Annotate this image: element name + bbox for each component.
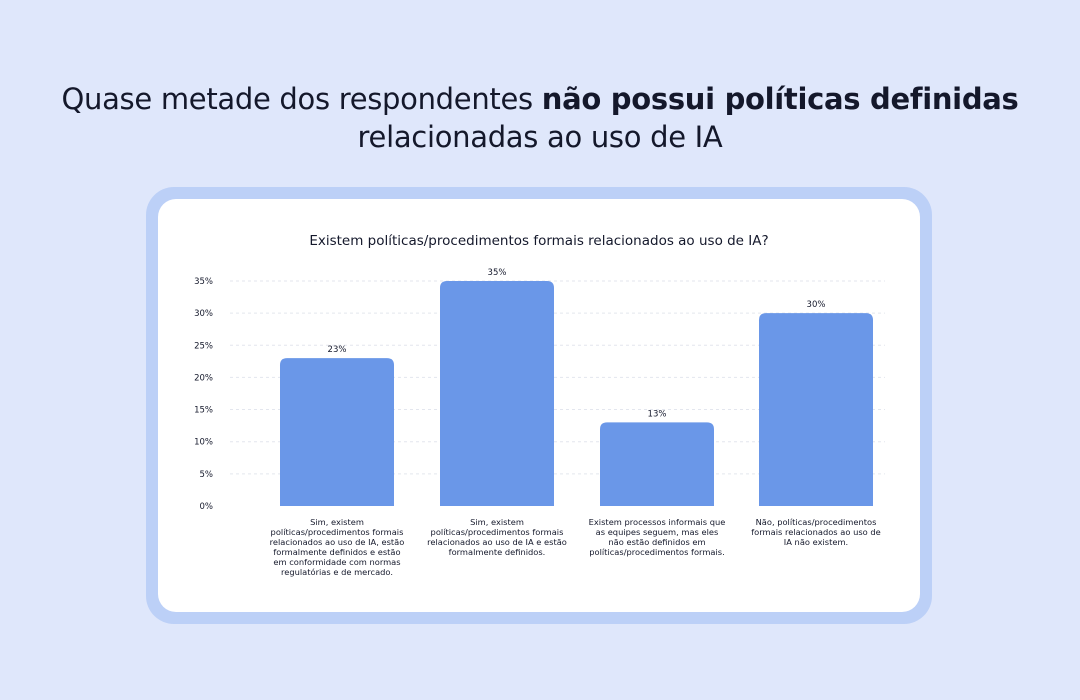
- y-tick-label: 35%: [194, 277, 213, 287]
- headline-bold: não possui políticas definidas: [541, 82, 1019, 116]
- headline-text-end: relacionadas ao uso de IA: [357, 120, 723, 154]
- data-label: 30%: [807, 300, 826, 310]
- chart-title: Existem políticas/procedimentos formais …: [309, 233, 769, 249]
- y-tick-label: 5%: [200, 470, 214, 480]
- bar: [280, 358, 394, 506]
- bar: [440, 280, 554, 506]
- headline-text: Quase metade dos respondentes: [61, 82, 542, 116]
- y-tick-label: 10%: [194, 438, 213, 448]
- data-label: 35%: [488, 268, 507, 278]
- y-tick-label: 15%: [194, 406, 213, 416]
- headline: Quase metade dos respondentes não possui…: [0, 80, 1080, 156]
- x-category-label: Não, políticas/procedimentos formais rel…: [751, 517, 881, 547]
- y-tick-label: 20%: [194, 373, 213, 383]
- x-category-label: Existem processos informais que as equip…: [588, 517, 726, 557]
- bar: [600, 422, 714, 506]
- x-category-label: Sim, existem políticas/procedimentos for…: [269, 517, 405, 577]
- data-label: 13%: [648, 409, 667, 419]
- y-tick-label: 25%: [194, 341, 213, 351]
- y-tick-label: 0%: [200, 502, 214, 512]
- bar: [759, 313, 873, 506]
- data-label: 23%: [328, 345, 347, 355]
- x-category-label: Sim, existem políticas/procedimentos for…: [427, 517, 567, 557]
- y-tick-label: 30%: [194, 309, 213, 319]
